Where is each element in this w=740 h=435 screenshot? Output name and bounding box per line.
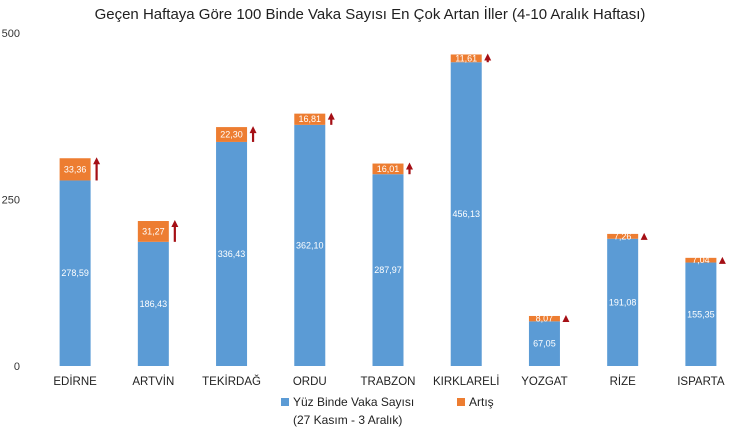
bar-artis	[607, 233, 639, 239]
increase-arrow-icon	[406, 162, 413, 175]
bar-artis-label: 11,61	[455, 53, 477, 63]
category-label: ORDU	[293, 376, 327, 388]
category-label: RİZE	[610, 375, 637, 388]
increase-arrow-icon	[93, 157, 101, 181]
bar-artis-label: 16,01	[377, 164, 400, 174]
increase-arrow-icon	[718, 256, 726, 264]
bar-vaka-label: 67,05	[533, 339, 556, 349]
bar-artis	[294, 113, 326, 125]
increase-arrow-icon	[640, 232, 648, 240]
increase-arrow-icon	[327, 112, 335, 125]
bar-vaka	[372, 174, 404, 366]
category-label: KIRKLARELİ	[433, 375, 499, 388]
increase-arrow-icon	[171, 220, 179, 242]
bar-vaka	[216, 141, 248, 366]
bar-vaka	[685, 262, 717, 366]
category-label: TRABZON	[361, 376, 416, 388]
bar-vaka	[137, 241, 169, 366]
legend-label-vaka: Yüz Binde Vaka Sayısı	[293, 395, 414, 409]
legend-label-vaka-period: (27 Kasım - 3 Aralık)	[293, 413, 402, 427]
y-tick-label: 250	[2, 195, 20, 207]
bar-artis-label: 33,36	[64, 164, 87, 174]
bar-vaka-label: 287,97	[374, 265, 402, 275]
legend: Yüz Binde Vaka Sayısı (27 Kasım - 3 Aral…	[281, 395, 494, 427]
bar-artis	[372, 163, 404, 175]
legend-swatch-artis	[457, 398, 465, 406]
legend-swatch-vaka	[281, 398, 289, 406]
bars: 278,59 33,36 EDİRNE 186,43 31,27 ARTVİN 336,43…	[53, 53, 726, 388]
category-label: YOZGAT	[521, 376, 567, 388]
category-label: ARTVİN	[132, 375, 174, 388]
increase-arrow-icon	[249, 126, 257, 142]
bar-vaka-label: 155,35	[687, 309, 715, 319]
bar-vaka	[528, 321, 560, 366]
bar-artis-label: 16,81	[299, 114, 322, 124]
bar-artis	[450, 54, 482, 63]
bar-artis	[528, 315, 560, 322]
bar-vaka	[450, 62, 482, 367]
y-tick-label: 0	[14, 361, 20, 373]
legend-label-artis: Artış	[469, 395, 494, 409]
axes: 0 250 500	[2, 28, 20, 373]
bar-vaka-label: 362,10	[296, 240, 324, 250]
bar-artis-label: 7,26	[614, 231, 632, 241]
chart-title: Geçen Haftaya Göre 100 Binde Vaka Sayısı…	[95, 5, 646, 23]
bar-vaka	[607, 238, 639, 366]
bar-vaka-label: 191,08	[609, 297, 637, 307]
bar-artis	[685, 257, 717, 263]
category-label: EDİRNE	[53, 375, 97, 388]
bar-artis	[59, 158, 91, 181]
bar-artis-label: 7,04	[692, 255, 710, 265]
increase-arrow-icon	[484, 53, 492, 63]
category-label: TEKİRDAĞ	[202, 375, 261, 388]
bar-artis-label: 22,30	[220, 130, 243, 140]
bar-artis-label: 8,07	[536, 314, 554, 324]
increase-arrow-icon	[562, 314, 570, 322]
bar-vaka	[294, 124, 326, 366]
bar-artis	[216, 127, 248, 142]
bar-vaka-label: 186,43	[140, 299, 168, 309]
bar-artis-label: 31,27	[142, 226, 165, 236]
bar-vaka-label: 336,43	[218, 249, 246, 259]
category-label: ISPARTA	[677, 376, 725, 388]
bar-vaka-label: 278,59	[61, 268, 89, 278]
y-tick-label: 500	[2, 28, 20, 40]
bar-vaka-label: 456,13	[452, 209, 480, 219]
bar-artis	[137, 221, 169, 242]
bar-vaka	[59, 180, 91, 366]
